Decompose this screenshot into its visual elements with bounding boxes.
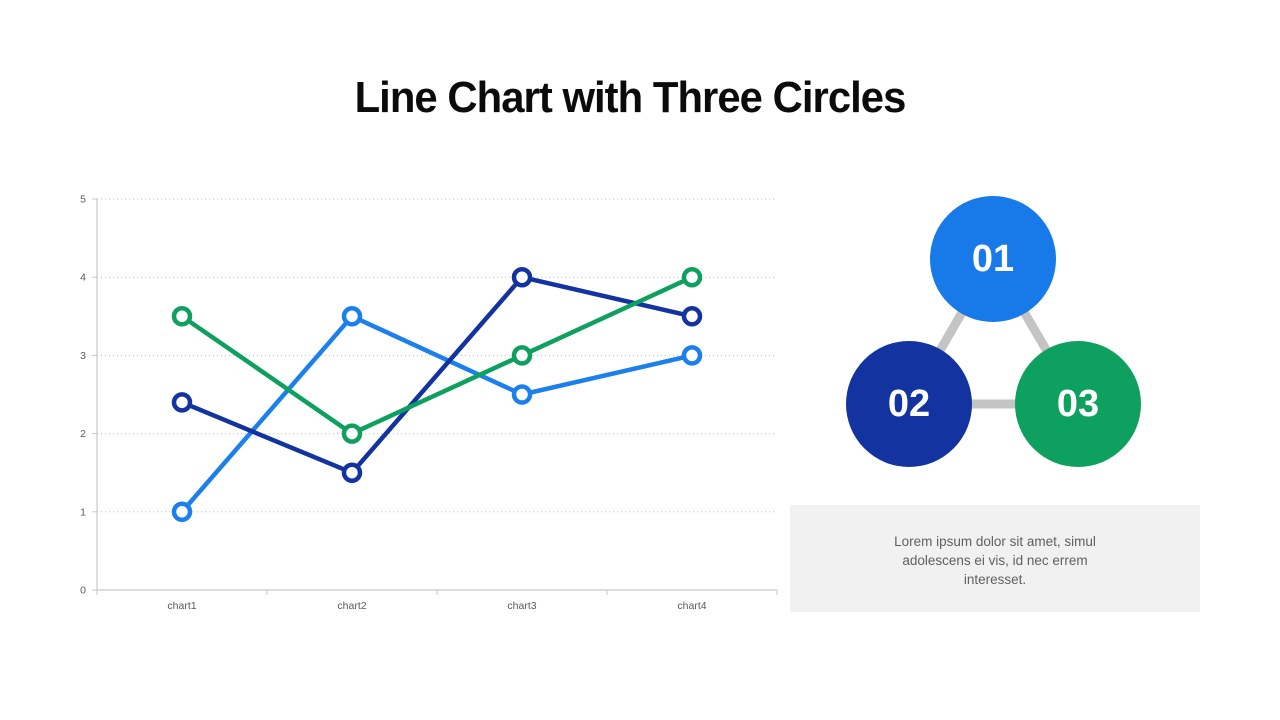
circle-01: 01: [930, 196, 1056, 322]
y-tick-label: 0: [80, 585, 86, 597]
circle-02-label: 02: [887, 382, 931, 425]
series-dark-blue-marker-chart4: [681, 306, 703, 327]
series-light-blue-line: [179, 314, 695, 515]
series-green-marker-chart2: [341, 423, 363, 444]
line-chart-canvas: 0 1 2 3 4 5 chart1 chart2 chart3 chart4: [80, 194, 778, 612]
page-title: Line Chart with Three Circles: [354, 73, 907, 123]
series-green-marker-chart1: [171, 306, 193, 327]
y-tick-label: 4: [80, 272, 86, 284]
y-tick-label: 1: [80, 506, 86, 518]
series-light-blue-marker-chart3: [511, 384, 533, 405]
x-tick-label-chart4: chart4: [677, 600, 706, 612]
series-light-blue-marker-chart2: [341, 306, 363, 327]
y-tick-label: 3: [80, 350, 86, 362]
caption-text: Lorem ipsum dolor sit amet, simul adoles…: [894, 534, 1096, 587]
series-light-blue-marker-chart1: [171, 501, 193, 523]
x-tick-label-chart2: chart2: [337, 600, 366, 612]
series-dark-blue-marker-chart1: [171, 392, 193, 413]
y-tick-label: 2: [80, 428, 86, 440]
three-circles-diagram: 01 02 03: [820, 180, 1160, 480]
series-dark-blue-line: [179, 274, 695, 475]
line-chart: 0 1 2 3 4 5 chart1 chart2 chart3 chart4: [60, 180, 780, 620]
y-tick-label: 5: [80, 194, 86, 206]
series-dark-blue-marker-chart3: [511, 266, 533, 288]
circle-02: 02: [846, 341, 972, 467]
series-green-line: [179, 274, 695, 436]
series-dark-blue-marker-chart2: [341, 462, 363, 483]
caption-box: Lorem ipsum dolor sit amet, simul adoles…: [790, 505, 1200, 612]
x-tick-label-chart3: chart3: [507, 600, 536, 612]
series-light-blue-marker-chart4: [681, 345, 703, 366]
series-green-marker-chart3: [511, 345, 533, 366]
x-tick-label-chart1: chart1: [167, 600, 196, 612]
circle-03-label: 03: [1056, 382, 1100, 425]
circle-01-label: 01: [971, 237, 1015, 280]
circle-03: 03: [1015, 341, 1141, 467]
series-green-marker-chart4: [681, 266, 703, 288]
